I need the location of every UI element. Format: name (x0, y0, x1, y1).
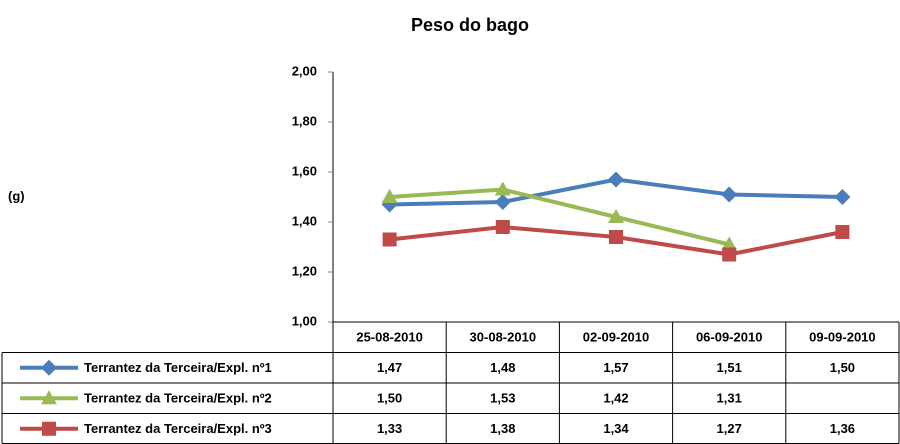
y-tick-label: 1,40 (292, 213, 317, 228)
chart-title: Peso do bago (411, 15, 529, 35)
table-value: 1,50 (377, 391, 402, 406)
y-axis-label: (g) (8, 188, 25, 203)
table-value: 1,50 (830, 360, 855, 375)
table-value: 1,34 (603, 421, 629, 436)
x-tick-label: 09-09-2010 (809, 330, 876, 345)
table-value: 1,38 (490, 421, 515, 436)
point (382, 232, 397, 247)
legend-label: Terrantez da Terceira/Expl. nº1 (84, 360, 272, 375)
point (381, 189, 398, 203)
point (722, 247, 737, 262)
legend-marker (41, 359, 57, 376)
x-tick-label: 30-08-2010 (470, 330, 537, 345)
y-tick-label: 1,20 (292, 263, 317, 278)
point (608, 209, 624, 223)
y-tick-label: 1,00 (292, 313, 317, 328)
point (721, 236, 738, 251)
point (721, 186, 738, 203)
table-value: 1,27 (717, 421, 742, 436)
table-value: 1,51 (717, 360, 742, 375)
series-line (389, 187, 730, 247)
point (608, 171, 624, 188)
x-tick-label: 25-08-2010 (356, 330, 423, 345)
legend-label: Terrantez da Terceira/Expl. nº3 (84, 421, 272, 436)
legend-marker (41, 390, 57, 405)
legend-label: Terrantez da Terceira/Expl. nº2 (84, 391, 272, 406)
table-value: 1,36 (830, 421, 855, 436)
point (835, 225, 850, 239)
x-tick-label: 02-09-2010 (583, 330, 650, 345)
y-tick-label: 2,00 (292, 63, 317, 78)
point (609, 230, 623, 244)
y-tick-label: 1,60 (292, 163, 317, 178)
table-value: 1,57 (603, 360, 628, 375)
table-value: 1,47 (377, 360, 402, 375)
table-value: 1,53 (490, 391, 515, 406)
point (494, 181, 511, 196)
y-tick-label: 1,80 (292, 113, 317, 128)
table-value: 1,33 (377, 421, 402, 436)
point (494, 194, 511, 210)
table-value: 1,42 (603, 391, 628, 406)
x-tick-label: 06-09-2010 (696, 330, 763, 345)
point (834, 189, 851, 205)
legend-marker (42, 421, 56, 436)
table-value: 1,31 (717, 391, 742, 406)
table-value: 1,48 (490, 360, 515, 375)
point (495, 220, 510, 234)
